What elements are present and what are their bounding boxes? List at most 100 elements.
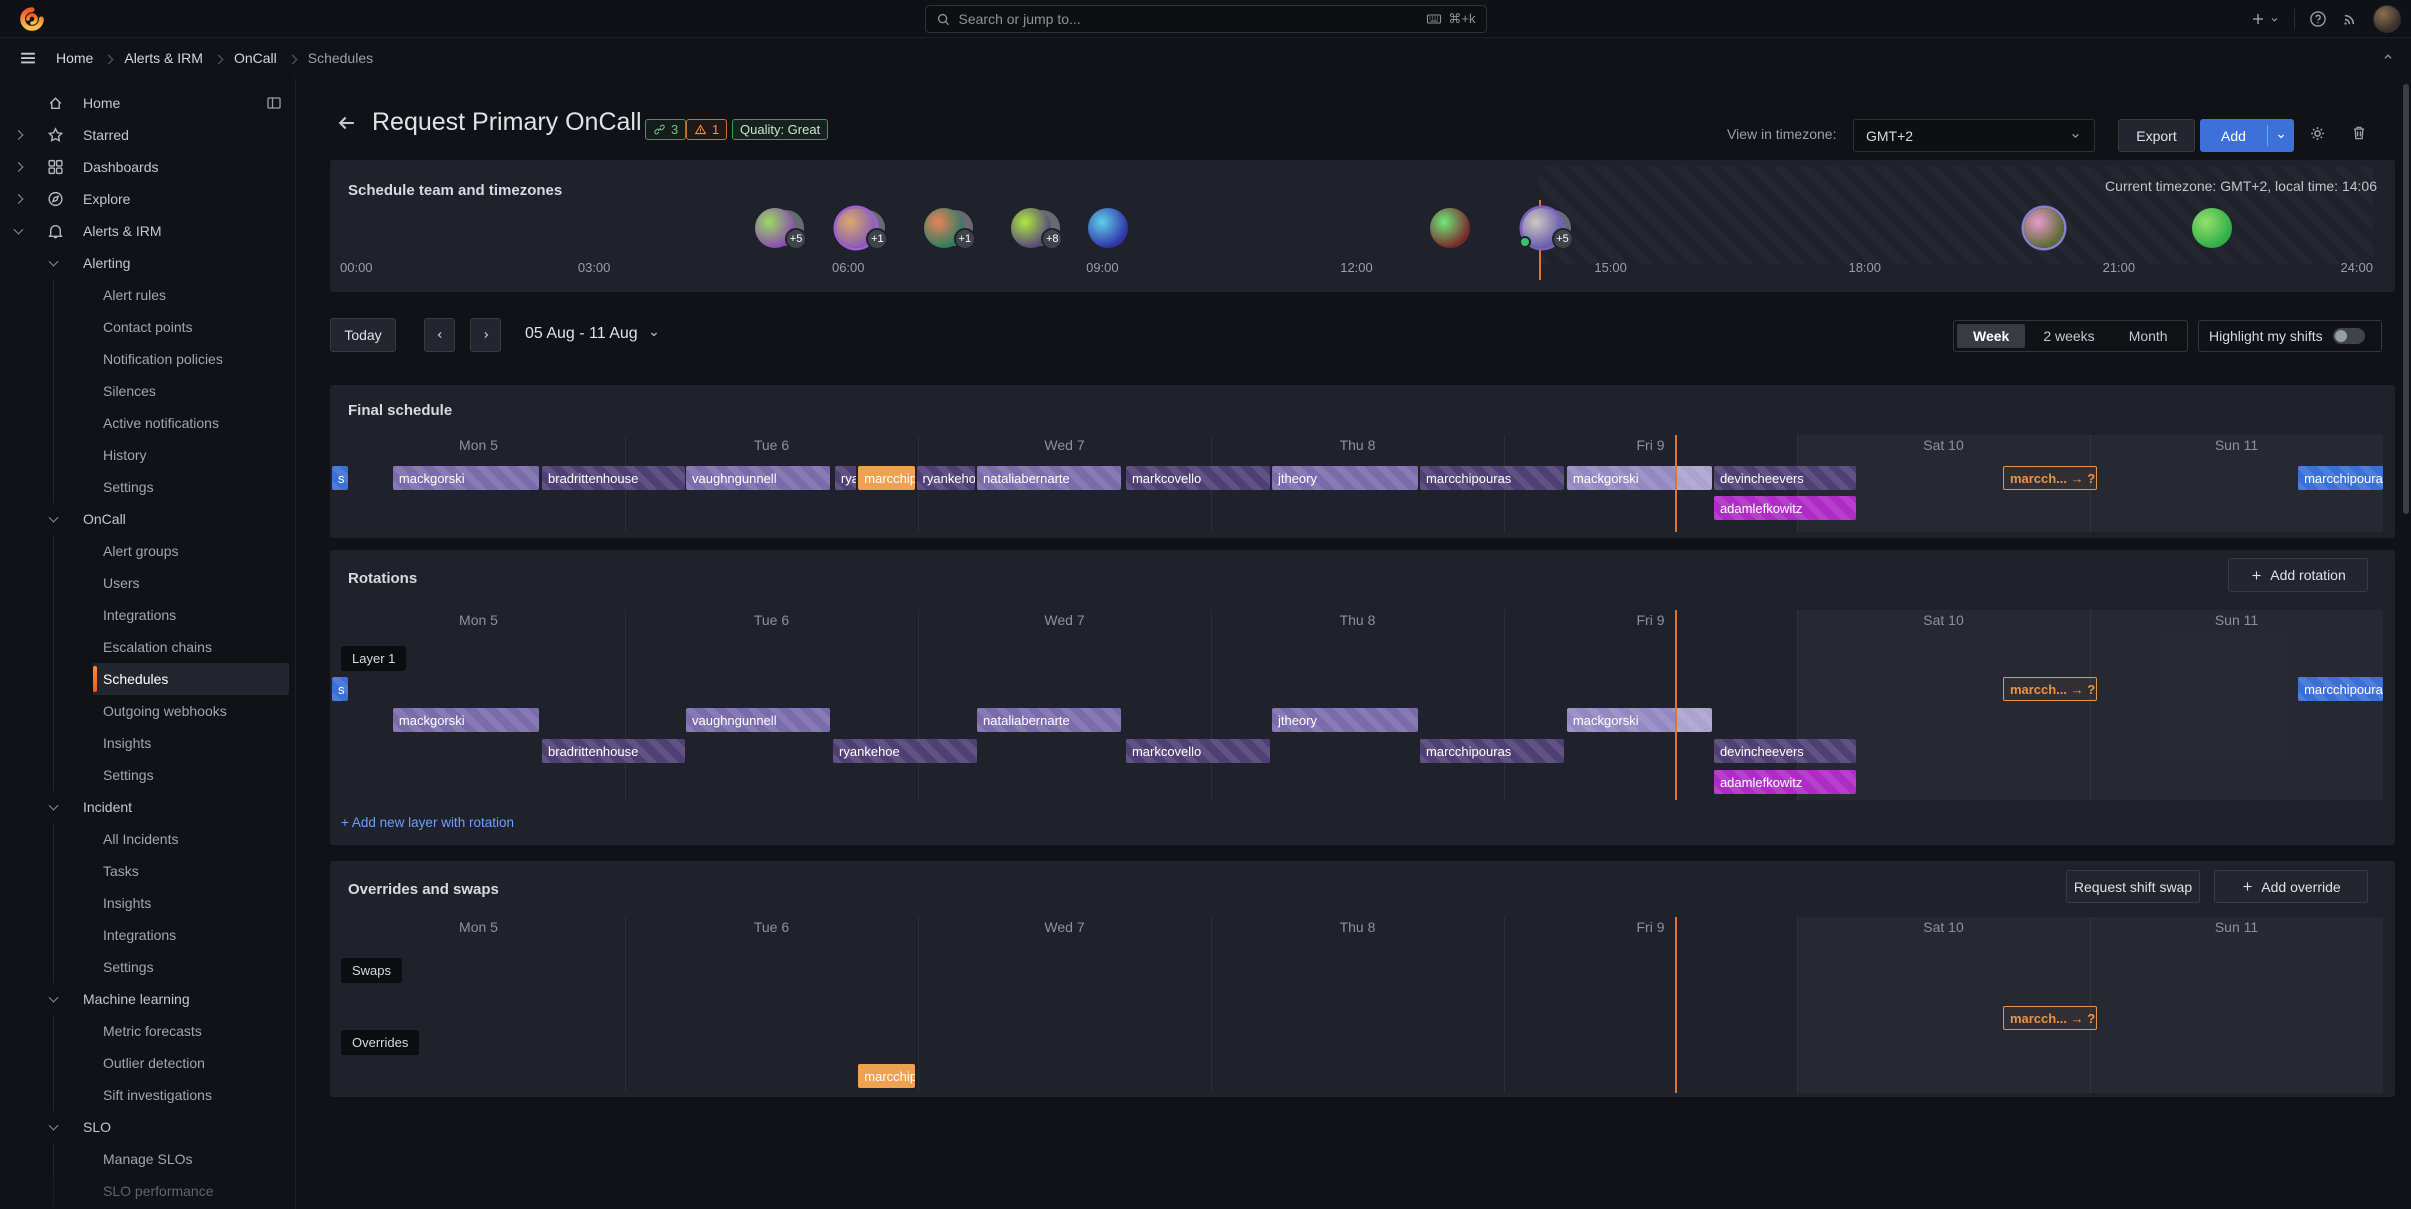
shift-bar[interactable]: bradrittenhouse: [542, 466, 685, 490]
sidebar-item-active-notifications[interactable]: Active notifications: [0, 407, 295, 439]
scrollbar[interactable]: [2403, 84, 2409, 514]
sidebar-item-tasks[interactable]: Tasks: [0, 855, 295, 887]
sidebar-item-outlier-detection[interactable]: Outlier detection: [0, 1047, 295, 1079]
search-input[interactable]: Search or jump to... ⌘+k: [924, 5, 1487, 33]
sidebar-item-alerting[interactable]: Alerting: [0, 247, 295, 279]
sidebar-item-slo-performance[interactable]: SLO performance: [0, 1175, 295, 1207]
sidebar-item-insights[interactable]: Insights: [0, 887, 295, 919]
add-new-layer-link[interactable]: + Add new layer with rotation: [341, 815, 514, 830]
sidebar-item-silences[interactable]: Silences: [0, 375, 295, 407]
breadcrumb-item[interactable]: Schedules: [307, 50, 374, 66]
sidebar-item-machine-learning[interactable]: Machine learning: [0, 983, 295, 1015]
chevron-right-icon[interactable]: [13, 194, 24, 204]
sidebar-item-integrations[interactable]: Integrations: [0, 599, 295, 631]
team-member-avatar[interactable]: +8: [1011, 208, 1064, 250]
sidebar-item-oncall[interactable]: OnCall: [0, 503, 295, 535]
team-member-avatar[interactable]: [1088, 208, 1129, 248]
sidebar-item-manage-slos[interactable]: Manage SLOs: [0, 1143, 295, 1175]
view-option-week[interactable]: Week: [1957, 324, 2026, 348]
next-week-button[interactable]: [470, 318, 501, 352]
news-rss-button[interactable]: [2341, 10, 2359, 28]
shift-bar[interactable]: adamlefkowitz: [1713, 770, 1857, 794]
sidebar-item-insights[interactable]: Insights: [0, 727, 295, 759]
sidebar-item-alerts-irm[interactable]: Alerts & IRM: [0, 215, 295, 247]
timezone-select[interactable]: GMT+2: [1853, 119, 2095, 152]
settings-gear-icon[interactable]: [2308, 124, 2327, 143]
breadcrumb-item[interactable]: Alerts & IRM: [124, 50, 203, 66]
sidebar-item-home[interactable]: Home: [0, 87, 295, 119]
back-button[interactable]: [336, 112, 358, 134]
sidebar-item-notification-policies[interactable]: Notification policies: [0, 343, 295, 375]
shift-swap-request[interactable]: marcch... → ?: [2002, 677, 2098, 701]
view-option-month[interactable]: Month: [2128, 328, 2168, 344]
sidebar-item-metric-forecasts[interactable]: Metric forecasts: [0, 1015, 295, 1047]
panel-toggle-icon[interactable]: [266, 95, 282, 111]
chevron-down-icon[interactable]: [48, 1120, 59, 1131]
sidebar-item-sift-investigations[interactable]: Sift investigations: [0, 1079, 295, 1111]
shift-bar[interactable]: markcovello: [1125, 739, 1270, 763]
warnings-badge[interactable]: 1: [686, 119, 728, 140]
date-range-picker[interactable]: 05 Aug - 11 Aug: [525, 325, 660, 343]
chevron-down-icon[interactable]: [48, 256, 59, 267]
sidebar-item-contact-points[interactable]: Contact points: [0, 311, 295, 343]
team-member-avatar[interactable]: [1430, 208, 1471, 248]
quality-badge[interactable]: Quality: Great: [732, 119, 829, 140]
shift-bar[interactable]: jtheory: [1271, 466, 1418, 490]
sidebar-item-settings[interactable]: Settings: [0, 759, 295, 791]
shift-bar[interactable]: mackgorski: [392, 466, 539, 490]
sidebar-item-escalation-chains[interactable]: Escalation chains: [0, 631, 295, 663]
chevron-right-icon[interactable]: [13, 162, 24, 172]
trash-icon[interactable]: [2350, 124, 2368, 142]
chevron-down-icon[interactable]: [2268, 119, 2294, 152]
team-member-avatar[interactable]: +5: [1518, 208, 1574, 250]
shift-bar[interactable]: nataliabernarte: [977, 708, 1121, 732]
chevron-down-icon[interactable]: [48, 512, 59, 523]
add-override-button[interactable]: Add override: [2214, 870, 2368, 903]
request-shift-swap-button[interactable]: Request shift swap: [2066, 870, 2200, 903]
shift-bar[interactable]: vaughngunnell: [686, 708, 830, 732]
sidebar-item-explore[interactable]: Explore: [0, 183, 295, 215]
chevron-right-icon[interactable]: [13, 130, 24, 140]
chevron-down-icon[interactable]: [13, 224, 24, 235]
sidebar-item-settings[interactable]: Settings: [0, 471, 295, 503]
shift-bar[interactable]: mackgorski: [392, 708, 539, 732]
shift-bar[interactable]: vaughngunnell: [686, 466, 830, 490]
shift-bar[interactable]: mackgorski: [1566, 708, 1712, 732]
sidebar-item-schedules[interactable]: Schedules: [0, 663, 295, 695]
shift-bar[interactable]: marcchipouras: [1420, 466, 1564, 490]
shift-bar[interactable]: marcchip: [858, 466, 915, 490]
sidebar-item-dashboards[interactable]: Dashboards: [0, 151, 295, 183]
add-button[interactable]: Add: [2200, 119, 2294, 152]
help-button[interactable]: [2309, 10, 2327, 28]
menu-toggle-icon[interactable]: [18, 48, 38, 68]
sidebar-item-integrations[interactable]: Integrations: [0, 919, 295, 951]
sidebar-item-incident[interactable]: Incident: [0, 791, 295, 823]
chevron-down-icon[interactable]: [48, 800, 59, 811]
sidebar-item-outgoing-webhooks[interactable]: Outgoing webhooks: [0, 695, 295, 727]
shift-bar[interactable]: mackgorski: [1566, 466, 1712, 490]
grafana-logo-icon[interactable]: [18, 5, 46, 33]
sidebar-item-settings[interactable]: Settings: [0, 951, 295, 983]
shift-bar[interactable]: devincheevers: [1713, 466, 1857, 490]
shift-bar[interactable]: marcchipouras: [1420, 739, 1564, 763]
shift-bar[interactable]: markcovello: [1125, 466, 1270, 490]
user-avatar[interactable]: [2373, 5, 2401, 33]
sidebar-item-alert-groups[interactable]: Alert groups: [0, 535, 295, 567]
shift-bar[interactable]: ryankeho: [916, 466, 975, 490]
sidebar-item-starred[interactable]: Starred: [0, 119, 295, 151]
sidebar-item-alert-rules[interactable]: Alert rules: [0, 279, 295, 311]
shift-bar[interactable]: marcchipoura: [2298, 466, 2383, 490]
team-member-avatar[interactable]: +1: [836, 208, 889, 250]
team-member-avatar[interactable]: +5: [755, 208, 808, 250]
shift-swap-request[interactable]: marcch... → ?: [2002, 466, 2098, 490]
sidebar-item-all-incidents[interactable]: All Incidents: [0, 823, 295, 855]
add-rotation-button[interactable]: Add rotation: [2228, 558, 2368, 592]
shift-bar[interactable]: devincheevers: [1713, 739, 1857, 763]
linked-escalations-badge[interactable]: 3: [645, 119, 687, 140]
shift-bar[interactable]: s: [332, 466, 349, 490]
export-button[interactable]: Export: [2118, 119, 2195, 152]
shift-bar[interactable]: adamlefkowitz: [1713, 496, 1857, 520]
shift-bar[interactable]: nataliabernarte: [977, 466, 1121, 490]
new-menu-button[interactable]: [2250, 11, 2280, 27]
chevron-down-icon[interactable]: [48, 992, 59, 1003]
